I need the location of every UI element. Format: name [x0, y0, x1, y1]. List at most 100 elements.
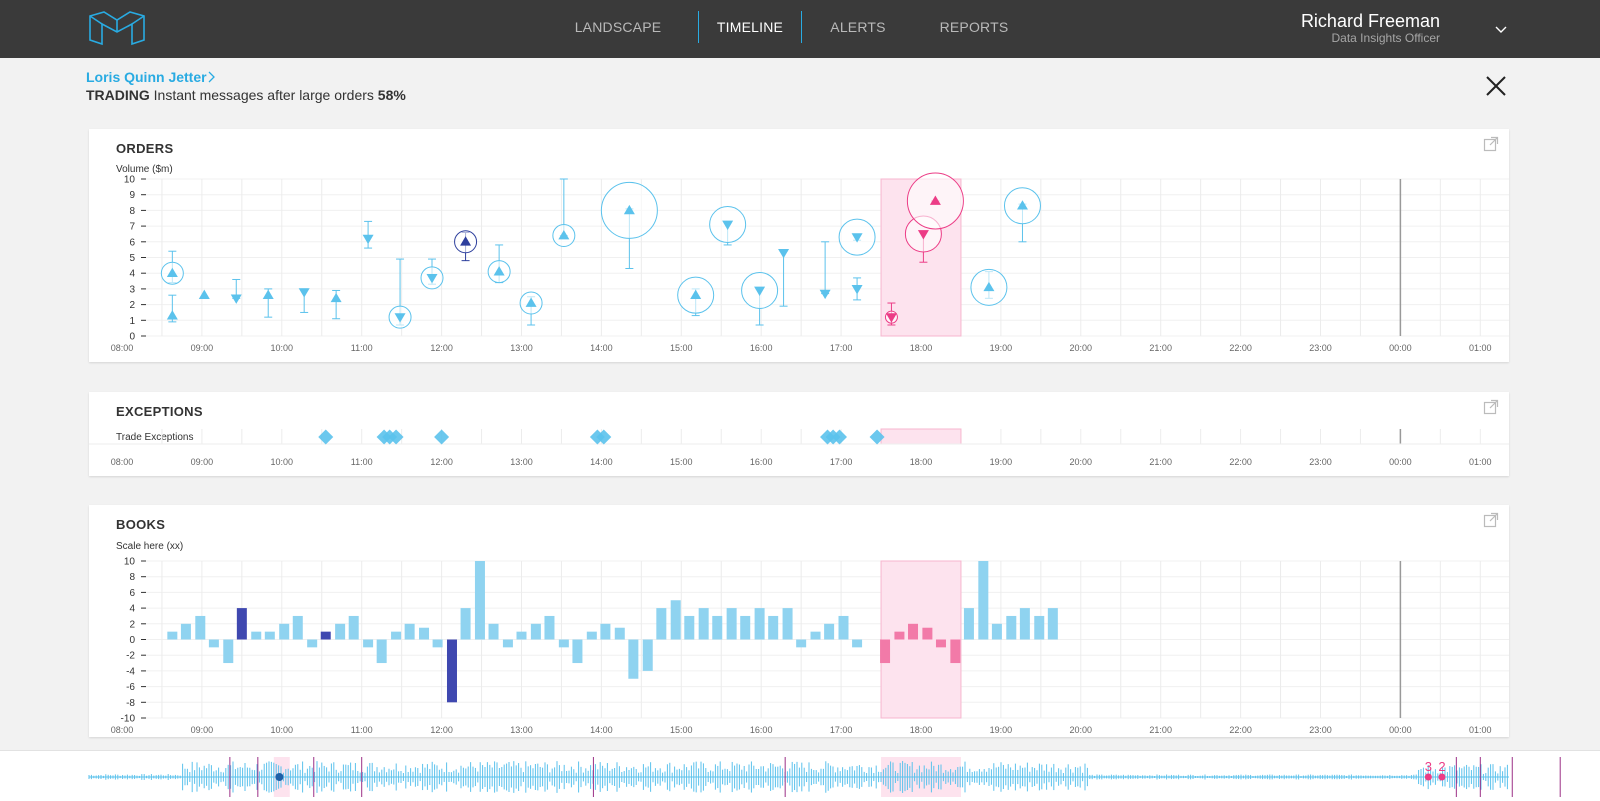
- order-marker: [552, 178, 576, 248]
- time-tick-label: 18:00: [910, 343, 933, 353]
- nav-reports[interactable]: REPORTS: [939, 19, 1009, 35]
- time-tick-label: 21:00: [1149, 343, 1172, 353]
- close-icon[interactable]: [1484, 74, 1508, 98]
- orders-chart: 0 1 2 3 4 5 6 7 8 9 10 08:00 09:00 10:00 11:00 12:00 13:…: [111, 172, 1509, 353]
- popout-icon[interactable]: [1483, 399, 1499, 415]
- buy-triangle: [166, 310, 178, 320]
- books-y-label: Scale here (xx): [116, 541, 184, 552]
- order-marker: [600, 181, 658, 269]
- book-bar: [978, 561, 989, 640]
- buy-triangle: [330, 292, 342, 303]
- alert-category: TRADING: [86, 87, 150, 103]
- time-tick-label: 14:00: [590, 343, 613, 353]
- scrubber-playhead: [275, 773, 284, 781]
- exception-diamond: [434, 429, 450, 445]
- exceptions-panel: EXCEPTIONS Trade Exceptions 08:00 09:00 10…: [89, 392, 1509, 476]
- sell-triangle: [426, 274, 438, 284]
- popout-icon[interactable]: [1483, 136, 1499, 152]
- book-bar: [376, 639, 387, 664]
- exceptions-y-label: Trade Exceptions: [116, 432, 194, 443]
- book-bar: [419, 627, 430, 640]
- book-bar: [908, 623, 919, 640]
- sell-triangle: [230, 294, 242, 304]
- book-bar: [600, 623, 611, 640]
- book-bar: [684, 615, 695, 640]
- y-tick-label: 7: [129, 222, 135, 233]
- time-tick-label: 22:00: [1229, 343, 1252, 353]
- order-marker: [778, 248, 790, 307]
- exceptions-title: EXCEPTIONS: [116, 404, 203, 419]
- y-tick-label: -10: [121, 714, 136, 725]
- exception-diamond: [832, 429, 848, 445]
- buy-triangle: [460, 236, 472, 246]
- company-logo[interactable]: [88, 10, 146, 46]
- nav-alerts[interactable]: ALERTS: [830, 19, 886, 35]
- book-bar: [656, 608, 667, 640]
- nav-landscape[interactable]: LANDSCAPE: [574, 19, 662, 35]
- book-bar: [894, 631, 905, 640]
- book-bar: [348, 615, 359, 640]
- alert-percent: 58%: [377, 87, 406, 103]
- book-bar: [1047, 608, 1058, 640]
- alert-description: Instant messages after large orders: [153, 87, 374, 103]
- buy-triangle: [198, 289, 210, 300]
- exceptions-chart: 08:00 09:00 10:00 11:00 12:00 13:00 14:00 15:00…: [89, 428, 1509, 467]
- time-tick-label: 11:00: [351, 457, 373, 467]
- book-bar: [950, 639, 961, 664]
- order-marker: [454, 230, 478, 262]
- order-marker: [362, 220, 374, 249]
- time-tick-label: 00:00: [1389, 457, 1412, 467]
- book-bar: [782, 608, 793, 640]
- book-bar: [754, 608, 765, 640]
- order-marker: [1003, 187, 1041, 243]
- time-tick-label: 22:00: [1229, 725, 1252, 735]
- popout-icon[interactable]: [1483, 512, 1499, 528]
- order-marker: [160, 250, 184, 285]
- order-marker: [741, 271, 779, 326]
- y-tick-label: -6: [126, 682, 135, 693]
- buy-triangle: [929, 195, 941, 205]
- sell-triangle: [394, 313, 406, 323]
- y-tick-label: 2: [129, 619, 135, 630]
- y-tick-label: 5: [129, 253, 135, 264]
- time-tick-label: 01:00: [1469, 457, 1492, 467]
- book-bar: [712, 615, 723, 640]
- book-bar: [922, 627, 933, 640]
- buy-triangle: [690, 289, 702, 300]
- breadcrumb-trader-link[interactable]: Loris Quinn Jetter: [86, 69, 207, 85]
- time-tick-label: 01:00: [1469, 725, 1492, 735]
- y-tick-label: 6: [129, 588, 135, 599]
- order-marker: [487, 244, 511, 284]
- time-tick-label: 16:00: [750, 343, 773, 353]
- book-bar: [628, 639, 639, 679]
- time-tick-label: 23:00: [1309, 457, 1332, 467]
- time-tick-label: 14:00: [590, 725, 613, 735]
- top-navigation-bar: LANDSCAPE TIMELINE ALERTS REPORTS Richar…: [0, 0, 1600, 58]
- chevron-down-icon[interactable]: [1494, 22, 1508, 36]
- order-marker: [420, 258, 444, 290]
- time-tick-label: 23:00: [1309, 343, 1332, 353]
- book-bar: [530, 623, 541, 640]
- time-tick-label: 11:00: [351, 343, 373, 353]
- book-bar: [460, 608, 471, 640]
- alert-count-label: 2: [1438, 759, 1445, 774]
- time-tick-label: 01:00: [1469, 343, 1492, 353]
- time-tick-label: 14:00: [590, 457, 613, 467]
- time-tick-label: 10:00: [271, 725, 294, 735]
- y-tick-label: 0: [129, 332, 135, 343]
- orders-title: ORDERS: [116, 141, 174, 156]
- nav-timeline[interactable]: TIMELINE: [698, 11, 802, 43]
- buy-triangle: [166, 267, 178, 278]
- book-bar: [558, 639, 569, 648]
- time-tick-label: 00:00: [1389, 725, 1412, 735]
- exception-diamond: [388, 429, 404, 445]
- time-tick-label: 19:00: [990, 457, 1013, 467]
- time-tick-label: 10:00: [271, 457, 294, 467]
- sell-triangle: [722, 220, 734, 231]
- y-tick-label: 4: [129, 269, 135, 280]
- time-tick-label: 16:00: [750, 457, 773, 467]
- sell-triangle: [917, 230, 929, 240]
- book-bar: [726, 608, 737, 640]
